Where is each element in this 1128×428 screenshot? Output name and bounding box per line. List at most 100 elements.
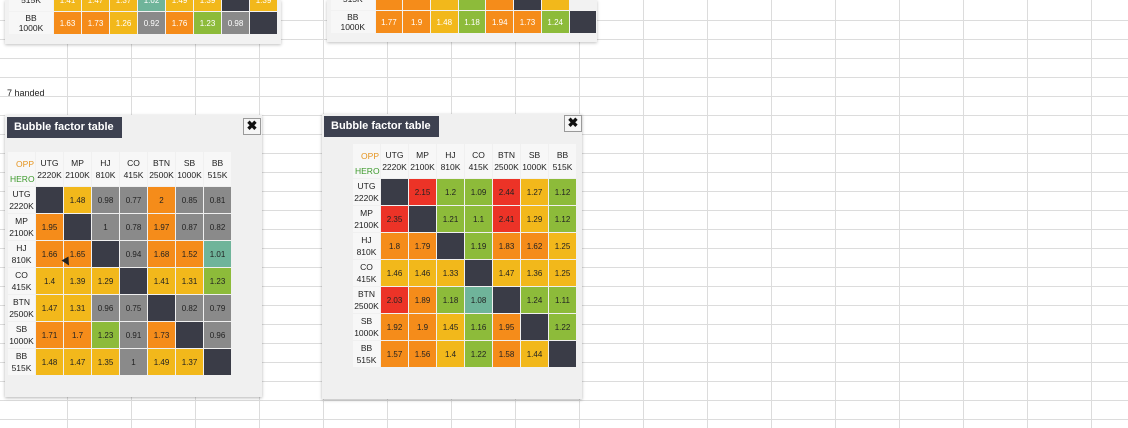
bubble-factor-cell: 1.56 (409, 341, 436, 367)
column-header: UTG 2220K (381, 144, 408, 178)
widget-title: Bubble factor table (7, 117, 122, 138)
bubble-factor-cell: 1.39 (194, 0, 221, 11)
hero-label: HERO (10, 174, 35, 184)
bubble-factor-cell (375, 0, 403, 10)
bubble-factor-widget-left: Bubble factor table ✖ OPP HERO UTG 2220K MP 2… (5, 115, 262, 397)
bubble-factor-cell (541, 0, 569, 10)
row-header: BB 515K (8, 349, 35, 375)
bubble-factor-cell (458, 0, 486, 10)
row-header: CO 415K (8, 268, 35, 294)
row-position: BTN (358, 289, 375, 299)
close-icon[interactable]: ✖ (243, 118, 261, 135)
row-header: HJ 810K (8, 241, 35, 267)
partial-grid-top-right: 515KBB1000K1.771.91.481.181.941.731.24 (330, 0, 597, 34)
table-row: UTG 2220K 1.48 0.98 0.77 2 0.85 0.81 (8, 187, 231, 213)
bubble-factor-cell: 0.77 (120, 187, 147, 213)
bubble-factor-cell (521, 314, 548, 340)
bubble-factor-cell: 1.11 (549, 287, 576, 313)
opp-label: OPP (16, 159, 34, 169)
bubble-factor-cell: 1.66 (36, 241, 63, 267)
bubble-factor-cell: 0.91 (120, 322, 147, 348)
row-header: SB 1000K (8, 322, 35, 348)
row-header: BB 1000K (9, 12, 53, 34)
bubble-factor-cell: 1.41 (54, 0, 81, 11)
bubble-factor-cell: 1.46 (381, 260, 408, 286)
bubble-factor-cell: 2 (148, 187, 175, 213)
column-header: MP 2100K (409, 144, 436, 178)
sheet-cell-label[interactable]: 7 handed (7, 88, 45, 98)
table-row: SB 1000K 1.92 1.9 1.45 1.16 1.95 1.22 (353, 314, 576, 340)
column-header: MP 2100K (64, 152, 91, 186)
column-stack: 2100K (65, 170, 90, 180)
partial-grid-top-left: 515K 1.41 1.47 1.37 1.02 1.49 1.39 1.39 BB 1000K 1… (8, 0, 278, 35)
bubble-factor-cell: 1.97 (148, 214, 175, 240)
column-position: HJ (445, 150, 456, 160)
bubble-factor-cell: 1.8 (381, 233, 408, 259)
row-stack: 515K (356, 355, 377, 365)
column-stack: 2500K (494, 162, 519, 172)
bubble-factor-cell: 1.39 (250, 0, 277, 11)
bubble-factor-cell: 2.35 (381, 206, 408, 232)
column-position: MP (416, 150, 429, 160)
bubble-factor-cell: 1.57 (381, 341, 408, 367)
table-row: CO 415K 1.4 1.39 1.29 1.41 1.31 1.23 (8, 268, 231, 294)
bubble-factor-cell: 0.96 (92, 295, 119, 321)
bubble-factor-cell: 1.31 (176, 268, 203, 294)
column-position: BTN (153, 158, 170, 168)
row-position: SB (15, 324, 28, 334)
column-position: MP (71, 158, 84, 168)
bubble-factor-cell: 1.63 (54, 12, 81, 34)
bubble-factor-cell: 1.18 (458, 11, 486, 33)
column-header: BB 515K (204, 152, 231, 186)
table-row: MP 2100K 1.95 1 0.78 1.97 0.87 0.82 (8, 214, 231, 240)
row-header: SB 1000K (353, 314, 380, 340)
row-stack: 515K (21, 0, 41, 5)
bubble-factor-cell: 1.62 (521, 233, 548, 259)
row-stack: 2220K (354, 193, 379, 203)
bubble-factor-cell: 1.18 (437, 287, 464, 313)
bubble-factor-cell: 1.24 (521, 287, 548, 313)
table-row: BB 1000K 1.77 1.9 1.48 1.18 1.94 1.73 1.24 (331, 11, 596, 33)
bubble-factor-cell: 0.82 (176, 295, 203, 321)
row-stack: 1000K (9, 336, 34, 346)
bubble-factor-cell: 1.47 (36, 295, 63, 321)
bubble-factor-cell (514, 0, 541, 10)
bubble-factor-cell (92, 241, 119, 267)
bubble-factor-cell: 1.31 (64, 295, 91, 321)
bubble-factor-cell: 1.47 (82, 0, 109, 11)
column-stack: 415K (123, 170, 144, 180)
widget-title: Bubble factor table (324, 116, 439, 137)
bubble-factor-cell: 1.26 (110, 12, 137, 34)
row-stack: 2100K (9, 228, 34, 238)
bubble-factor-cell: 2.41 (493, 206, 520, 232)
row-position: HJ (361, 235, 372, 245)
bubble-factor-cell (148, 295, 175, 321)
close-icon[interactable]: ✖ (564, 115, 582, 132)
bubble-factor-cell (486, 0, 514, 10)
table-row: HJ 810K 1.8 1.79 1.19 1.83 1.62 1.25 (353, 233, 576, 259)
column-position: BTN (498, 150, 515, 160)
row-header: MP 2100K (8, 214, 35, 240)
row-stack: 2500K (9, 309, 34, 319)
bubble-factor-cell: 1.48 (430, 11, 458, 33)
row-stack: 515K (11, 363, 32, 373)
bubble-factor-cell: 1.16 (465, 314, 492, 340)
partial-table-top-left: 515K 1.41 1.47 1.37 1.02 1.49 1.39 1.39 BB 1000K 1… (5, 0, 281, 44)
row-position: BTN (13, 297, 30, 307)
bubble-factor-cell: 0.79 (204, 295, 231, 321)
row-stack: 1000K (18, 23, 44, 33)
bubble-factor-cell: 1.23 (92, 322, 119, 348)
column-position: SB (183, 158, 196, 168)
bubble-factor-cell: 1.58 (493, 341, 520, 367)
bubble-factor-cell: 1.22 (549, 314, 576, 340)
row-stack: 415K (11, 282, 32, 292)
bubble-factor-cell (569, 11, 596, 33)
bubble-factor-cell (465, 260, 492, 286)
row-position: SB (360, 316, 373, 326)
column-header: SB 1000K (176, 152, 203, 186)
bubble-factor-cell: 1.92 (381, 314, 408, 340)
bubble-factor-table-right: OPP HERO UTG 2220K MP 2100K HJ 810K CO 415K BTN 250… (352, 143, 577, 368)
column-header: CO 415K (465, 144, 492, 178)
bubble-factor-cell: 1.48 (64, 187, 91, 213)
bubble-factor-cell: 1.37 (176, 349, 203, 375)
